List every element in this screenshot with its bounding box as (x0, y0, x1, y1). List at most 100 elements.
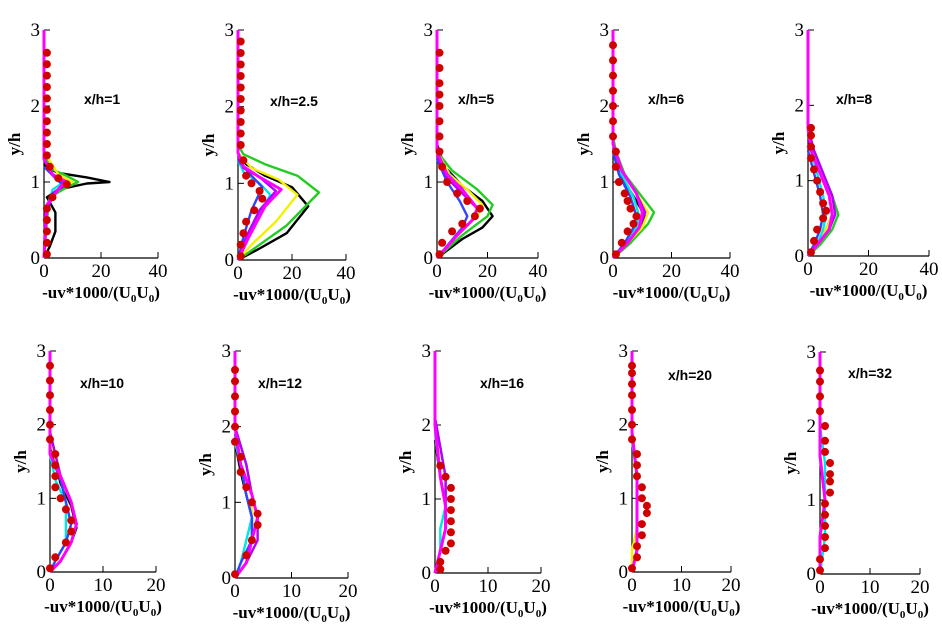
y-axis-label: y/h (11, 450, 30, 473)
y-tick-label: 2 (795, 95, 805, 116)
experiment-point (810, 165, 818, 174)
x-tick-label: 0 (39, 261, 49, 282)
experiment-point (42, 60, 51, 69)
experiment-point (441, 546, 450, 555)
y-tick-label: 2 (422, 415, 432, 436)
experiment-point (51, 450, 60, 459)
experiment-point (236, 95, 245, 103)
experiment-point (42, 204, 51, 213)
experiment-point (236, 83, 245, 92)
experiment-point (637, 483, 646, 492)
x-tick-label: 0 (432, 261, 442, 282)
x-axis-label: -uv*1000/(U0U0) (233, 603, 351, 625)
experiment-point (821, 533, 829, 541)
experiment-point (628, 435, 636, 444)
experiment-point (816, 188, 825, 196)
y-axis-label: y/h (781, 451, 800, 474)
experiment-point (821, 499, 829, 508)
experiment-point (609, 117, 617, 126)
y-axis-label: y/h (769, 131, 788, 154)
x-axis-label: -uv*1000/(U0U0) (810, 281, 928, 303)
experiment-point (242, 217, 251, 226)
experiment-point (826, 459, 834, 467)
experiment-point (821, 422, 829, 430)
experiment-point (231, 377, 239, 386)
y-tick-label: 1 (795, 171, 805, 192)
experiment-point (623, 197, 632, 205)
experiment-point (54, 174, 63, 183)
y-tick-label: 3 (37, 341, 47, 362)
experiment-point (67, 516, 76, 525)
chart-panel-8: 0 10 20 0 1 2 3 y/h -uv*1000/(U0U0) x/h=16 (396, 341, 551, 620)
experiment-point (236, 72, 245, 80)
panel-title: x/h=12 (258, 375, 302, 391)
experiment-point (231, 365, 239, 374)
experiment-point (813, 225, 822, 234)
experiment-point (611, 147, 620, 156)
experiment-point (816, 377, 824, 386)
y-tick-label: 0 (619, 562, 629, 583)
experiment-point (42, 216, 51, 224)
experiment-point (448, 227, 457, 236)
x-tick-label: 0 (233, 263, 243, 284)
experiment-point (46, 361, 54, 370)
experiment-point (42, 117, 51, 126)
experiment-point (67, 527, 76, 536)
y-tick-label: 3 (795, 20, 805, 41)
experiment-point (626, 204, 635, 213)
x-tick-label: 40 (721, 261, 740, 282)
experiment-point (633, 461, 641, 470)
experiment-point (609, 86, 617, 95)
y-tick-label: 0 (807, 564, 817, 585)
experiment-point (826, 488, 834, 497)
x-axis-label: -uv*1000/(U0U0) (623, 597, 741, 619)
experiment-point (236, 141, 245, 149)
y-tick-label: 1 (422, 489, 432, 510)
series-line-green (436, 150, 494, 259)
experiment-point (236, 129, 245, 138)
x-tick-label: 0 (608, 261, 618, 282)
y-tick-label: 1 (225, 173, 235, 194)
x-tick-label: 0 (430, 576, 440, 597)
panel-title: x/h=2.5 (270, 93, 318, 109)
series-line-magenta (435, 30, 479, 259)
experiment-point (810, 236, 818, 245)
experiment-point (446, 506, 455, 515)
experiment-point (42, 83, 51, 91)
experiment-point (475, 204, 484, 213)
experiment-point (236, 106, 245, 115)
experiment-point (42, 128, 51, 137)
experiment-point (826, 477, 834, 486)
y-tick-label: 3 (31, 20, 41, 41)
y-tick-label: 1 (619, 488, 629, 509)
experiment-point (821, 510, 829, 519)
experiment-point (435, 132, 444, 141)
x-axis-label: -uv*1000/(U0U0) (233, 285, 351, 307)
experiment-point (821, 521, 829, 530)
experiment-point (629, 219, 638, 228)
x-tick-label: 10 (672, 575, 691, 596)
experiment-point (443, 178, 452, 186)
series-line-magenta (48, 351, 78, 574)
chart-panel-9: 0 10 20 0 1 2 3 y/h -uv*1000/(U0U0) x/h=20 (593, 341, 741, 619)
experiment-point (628, 391, 636, 400)
y-tick-label: 1 (37, 488, 47, 509)
experiment-point (42, 250, 51, 259)
experiment-point (51, 553, 60, 562)
experiment-point (436, 557, 445, 566)
experiment-point (253, 509, 262, 518)
panel-title: x/h=5 (458, 91, 494, 107)
chart-panel-4: 0 20 40 0 1 2 3 y/h -uv*1000/(U0U0) x/h=6 (574, 20, 740, 305)
x-tick-label: 20 (532, 576, 551, 597)
panel-title: x/h=20 (668, 367, 712, 383)
experiment-point (258, 194, 267, 203)
experiment-point (239, 156, 248, 165)
experiment-point (617, 238, 626, 247)
experiment-point (62, 180, 71, 189)
experiment-point (821, 447, 829, 456)
series-line-green (236, 144, 321, 261)
experiment-point (242, 171, 251, 180)
experiment-point (438, 162, 447, 171)
experiment-point (826, 470, 834, 479)
experiment-point (61, 538, 70, 547)
